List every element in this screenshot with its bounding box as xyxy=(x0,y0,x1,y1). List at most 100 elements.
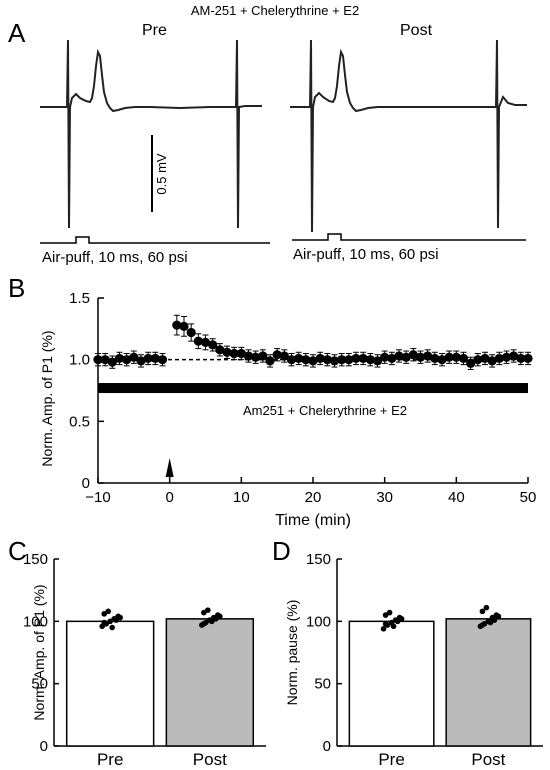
x-tick-label: Pre xyxy=(97,750,123,769)
scatter-point xyxy=(386,609,393,616)
data-point xyxy=(329,356,340,366)
bar-post xyxy=(165,618,255,747)
post-stim-label: Air-puff, 10 ms, 60 psi xyxy=(293,246,439,263)
scatter-point xyxy=(213,616,219,622)
panel-a-traces: 0.5 mV Air-puff, 10 ms, 60 psi Air-puff,… xyxy=(40,39,527,266)
scatter-point xyxy=(491,617,498,623)
x-tick-label: 30 xyxy=(376,489,393,506)
y-axis-label: Norm. Amp. of P1 (%) xyxy=(39,330,55,466)
y-tick-label: 150 xyxy=(23,551,48,568)
data-point xyxy=(501,352,512,362)
data-point xyxy=(523,353,533,364)
scatter-point xyxy=(382,621,389,627)
data-point xyxy=(509,351,519,361)
scatter-point xyxy=(380,626,387,632)
data-point xyxy=(337,355,347,365)
data-point xyxy=(186,327,196,338)
scatter-point xyxy=(109,624,115,631)
data-point xyxy=(308,356,318,366)
data-point xyxy=(279,351,289,361)
data-point xyxy=(487,356,497,366)
data-point xyxy=(423,351,433,361)
data-point xyxy=(200,337,211,347)
panel-label-a: A xyxy=(8,18,26,48)
scatter-point xyxy=(209,618,215,625)
data-point xyxy=(408,350,418,360)
y-tick-label: 50 xyxy=(31,676,48,693)
y-tick-label: 150 xyxy=(306,551,331,568)
post-trace-label: Post xyxy=(400,22,433,39)
bar-pre xyxy=(65,620,155,747)
data-point xyxy=(315,353,325,364)
y-axis-label: Norm. pause (%) xyxy=(284,600,300,706)
data-point xyxy=(401,352,411,362)
scatter-point xyxy=(390,623,397,630)
panel-label-b: B xyxy=(8,273,26,303)
data-point xyxy=(243,351,254,361)
x-tick-label: 20 xyxy=(305,489,322,506)
bar-post xyxy=(445,618,532,747)
data-point xyxy=(365,355,375,365)
data-point xyxy=(129,352,139,362)
panel-a-title: AM-251 + Chelerythrine + E2 xyxy=(190,3,360,18)
y-tick-label: 100 xyxy=(306,613,331,630)
data-point xyxy=(451,352,461,362)
x-tick-label: 50 xyxy=(520,489,537,506)
data-point xyxy=(415,352,426,362)
data-point xyxy=(222,347,232,357)
data-point xyxy=(236,348,246,359)
scatter-point xyxy=(201,621,207,627)
data-point xyxy=(208,340,218,350)
x-tick-label: Pre xyxy=(378,750,404,769)
scatter-point xyxy=(479,622,486,628)
data-point xyxy=(466,358,476,368)
drug-bar xyxy=(98,383,528,394)
data-point xyxy=(272,350,282,360)
y-tick-label: 1.0 xyxy=(69,352,90,369)
data-point xyxy=(157,355,168,365)
scatter-point xyxy=(101,619,107,626)
data-point xyxy=(358,353,368,364)
x-tick-label: 40 xyxy=(448,489,465,506)
data-point xyxy=(294,353,304,364)
x-tick-label: −10 xyxy=(85,489,110,506)
y-tick-label: 1.5 xyxy=(69,290,90,307)
post-stim-line xyxy=(292,233,526,241)
pre-stim-label: Air-puff, 10 ms, 60 psi xyxy=(42,249,188,266)
x-tick-label: Post xyxy=(471,750,505,769)
scatter-point xyxy=(105,608,111,615)
data-point xyxy=(114,353,125,364)
data-point xyxy=(215,345,225,355)
y-axis-label: Norm. Amp. of P1 (%) xyxy=(31,584,47,720)
data-point xyxy=(93,355,103,365)
pre-trace-label: Pre xyxy=(142,22,167,39)
y-tick-label: 50 xyxy=(314,676,331,693)
x-tick-label: 0 xyxy=(165,489,173,506)
y-tick-label: 0 xyxy=(40,738,48,755)
y-tick-label: 0 xyxy=(82,475,90,492)
data-point xyxy=(193,336,203,346)
data-point xyxy=(229,348,239,359)
drug-bar-label: Am251 + Chelerythrine + E2 xyxy=(243,403,407,418)
pre-stim-line xyxy=(40,236,270,244)
data-point xyxy=(344,355,354,365)
data-point xyxy=(473,355,483,365)
panel-label-c: C xyxy=(8,536,27,566)
data-point xyxy=(494,353,504,364)
scatter-point xyxy=(107,618,113,625)
data-point xyxy=(150,353,160,364)
data-point xyxy=(351,353,361,364)
data-point xyxy=(437,355,447,365)
data-point xyxy=(458,353,469,364)
data-point xyxy=(136,356,146,366)
scatter-point xyxy=(382,612,389,618)
scatter-point xyxy=(205,607,211,613)
data-point xyxy=(100,355,110,365)
scatter-point xyxy=(483,604,490,611)
data-point xyxy=(387,353,397,364)
data-point xyxy=(480,353,490,364)
data-point xyxy=(251,352,261,362)
data-point xyxy=(172,320,182,330)
data-point xyxy=(516,353,526,364)
